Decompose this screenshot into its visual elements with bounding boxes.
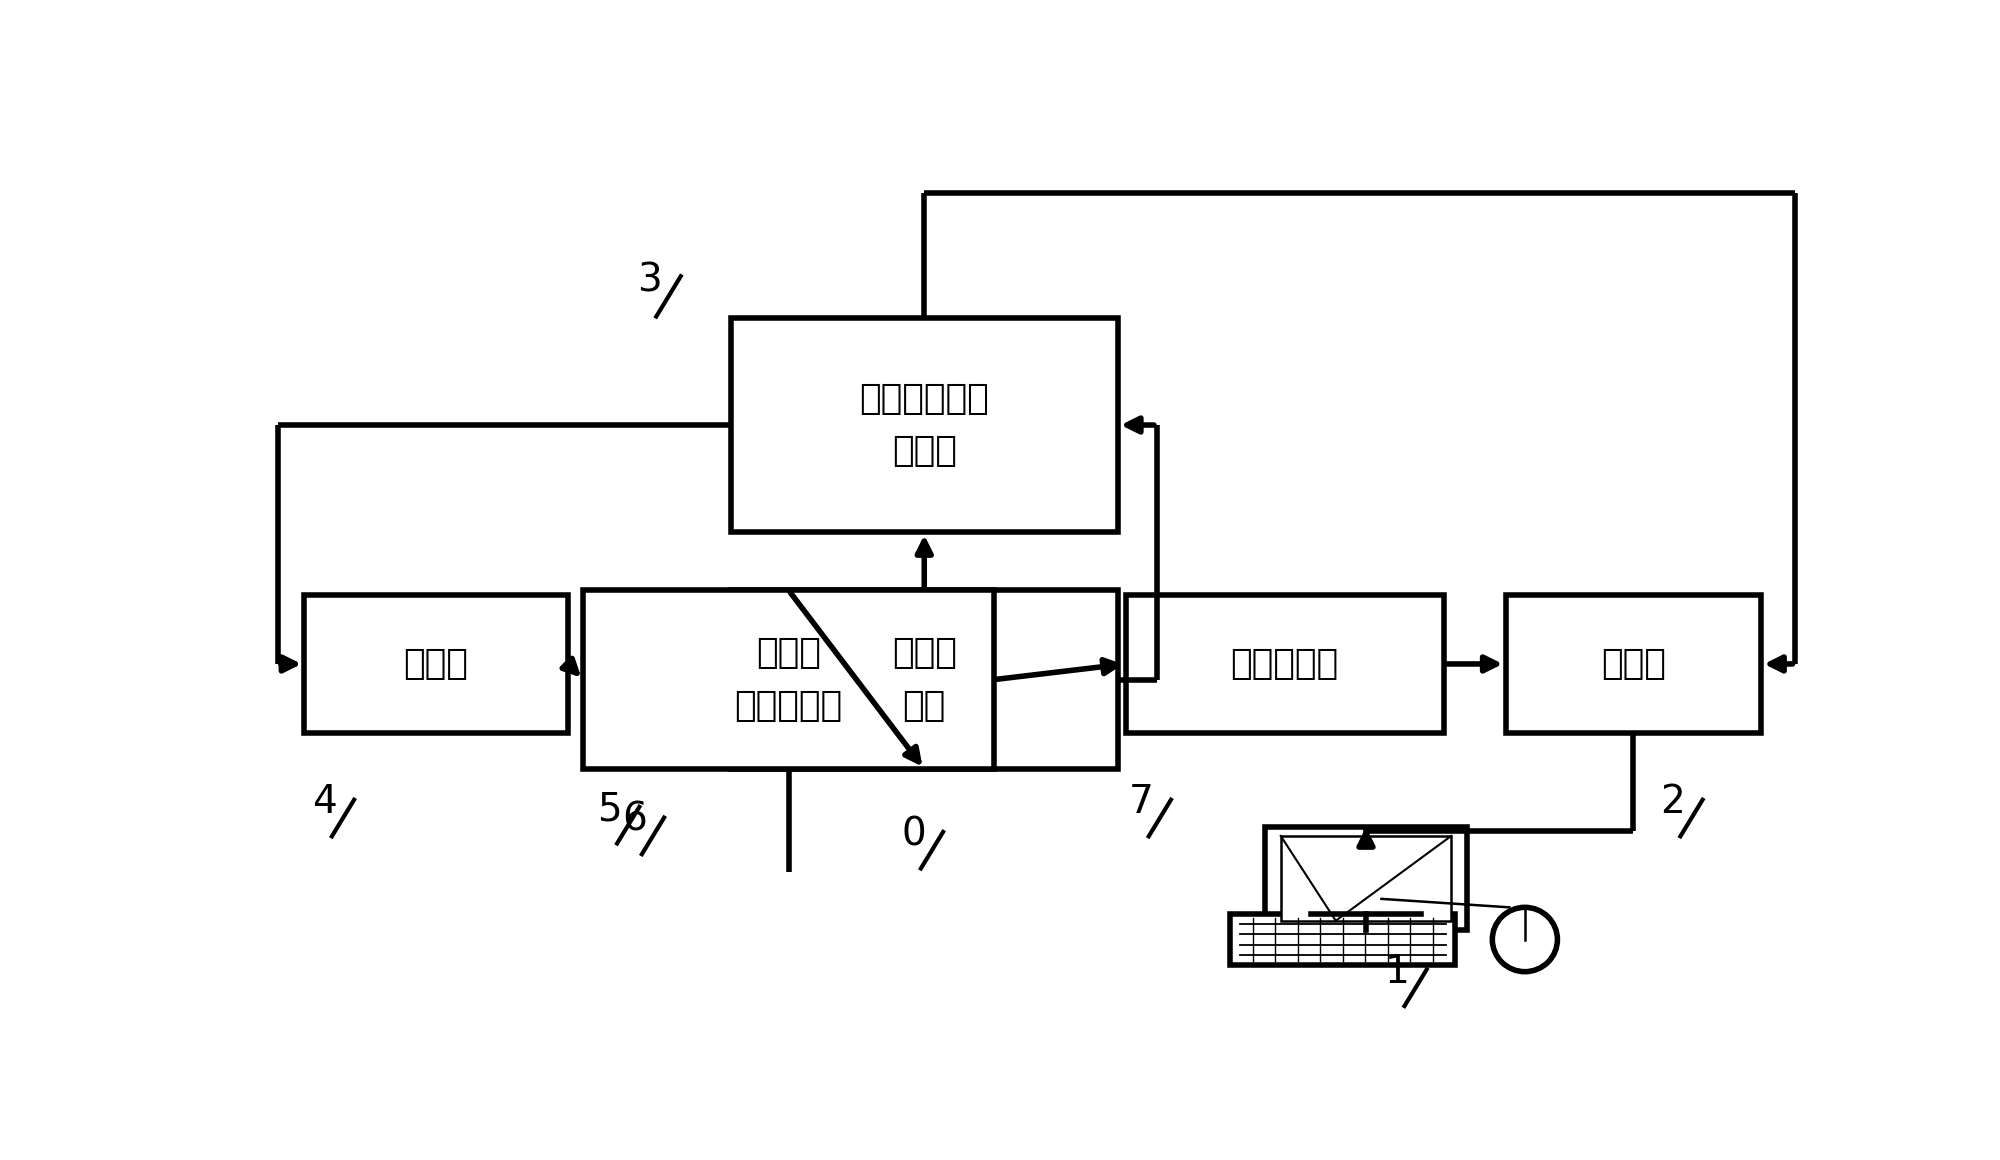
Text: 微波矢量网络
分析仪: 微波矢量网络 分析仪 (860, 382, 990, 469)
Text: 4: 4 (312, 783, 336, 821)
Bar (304, 595, 568, 733)
Text: 7: 7 (1128, 783, 1154, 821)
Text: 功率传感器: 功率传感器 (1230, 647, 1338, 681)
Text: 功率计: 功率计 (1600, 647, 1666, 681)
Text: 2: 2 (1660, 783, 1686, 821)
Ellipse shape (1492, 907, 1558, 972)
Bar (1506, 595, 1762, 733)
Text: 0: 0 (902, 815, 926, 853)
Bar (1280, 836, 1452, 921)
Text: 6: 6 (622, 800, 646, 839)
Bar (730, 318, 1118, 532)
Bar (730, 590, 1118, 769)
Text: 1: 1 (1384, 952, 1410, 991)
Bar (584, 590, 994, 769)
Text: 谐波混
频器: 谐波混 频器 (892, 636, 956, 723)
Text: 倍频器: 倍频器 (404, 647, 468, 681)
Text: 三端口
定向耦合器: 三端口 定向耦合器 (734, 636, 842, 723)
Bar (1230, 914, 1456, 965)
Bar (1126, 595, 1444, 733)
Text: 5: 5 (598, 790, 622, 828)
Text: 3: 3 (638, 261, 662, 299)
Bar (1266, 827, 1466, 929)
